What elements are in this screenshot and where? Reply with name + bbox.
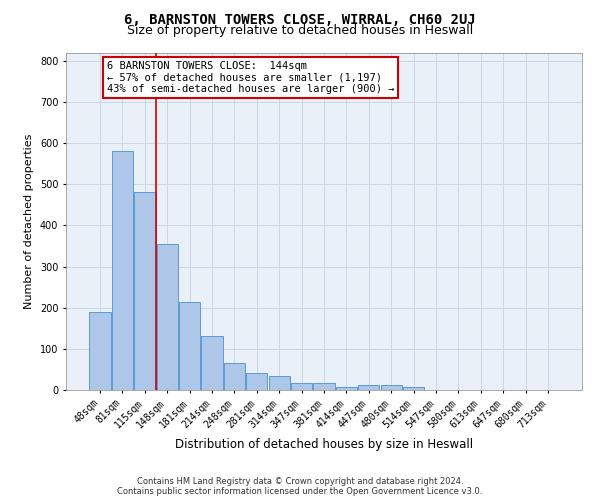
Text: Contains HM Land Registry data © Crown copyright and database right 2024.
Contai: Contains HM Land Registry data © Crown c… xyxy=(118,476,482,496)
Text: 6, BARNSTON TOWERS CLOSE, WIRRAL, CH60 2UJ: 6, BARNSTON TOWERS CLOSE, WIRRAL, CH60 2… xyxy=(124,12,476,26)
Bar xyxy=(179,302,200,390)
Bar xyxy=(269,376,290,390)
Y-axis label: Number of detached properties: Number of detached properties xyxy=(25,134,34,309)
Bar xyxy=(403,387,424,390)
Bar xyxy=(313,384,335,390)
Bar xyxy=(336,386,357,390)
Text: 6 BARNSTON TOWERS CLOSE:  144sqm
← 57% of detached houses are smaller (1,197)
43: 6 BARNSTON TOWERS CLOSE: 144sqm ← 57% of… xyxy=(107,60,394,94)
Bar xyxy=(157,244,178,390)
X-axis label: Distribution of detached houses by size in Heswall: Distribution of detached houses by size … xyxy=(175,438,473,451)
Bar xyxy=(89,312,111,390)
Bar xyxy=(291,383,312,390)
Bar xyxy=(202,336,223,390)
Bar xyxy=(112,152,133,390)
Bar xyxy=(246,372,268,390)
Bar xyxy=(134,192,155,390)
Text: Size of property relative to detached houses in Heswall: Size of property relative to detached ho… xyxy=(127,24,473,37)
Bar xyxy=(358,385,379,390)
Bar xyxy=(224,363,245,390)
Bar xyxy=(380,385,402,390)
